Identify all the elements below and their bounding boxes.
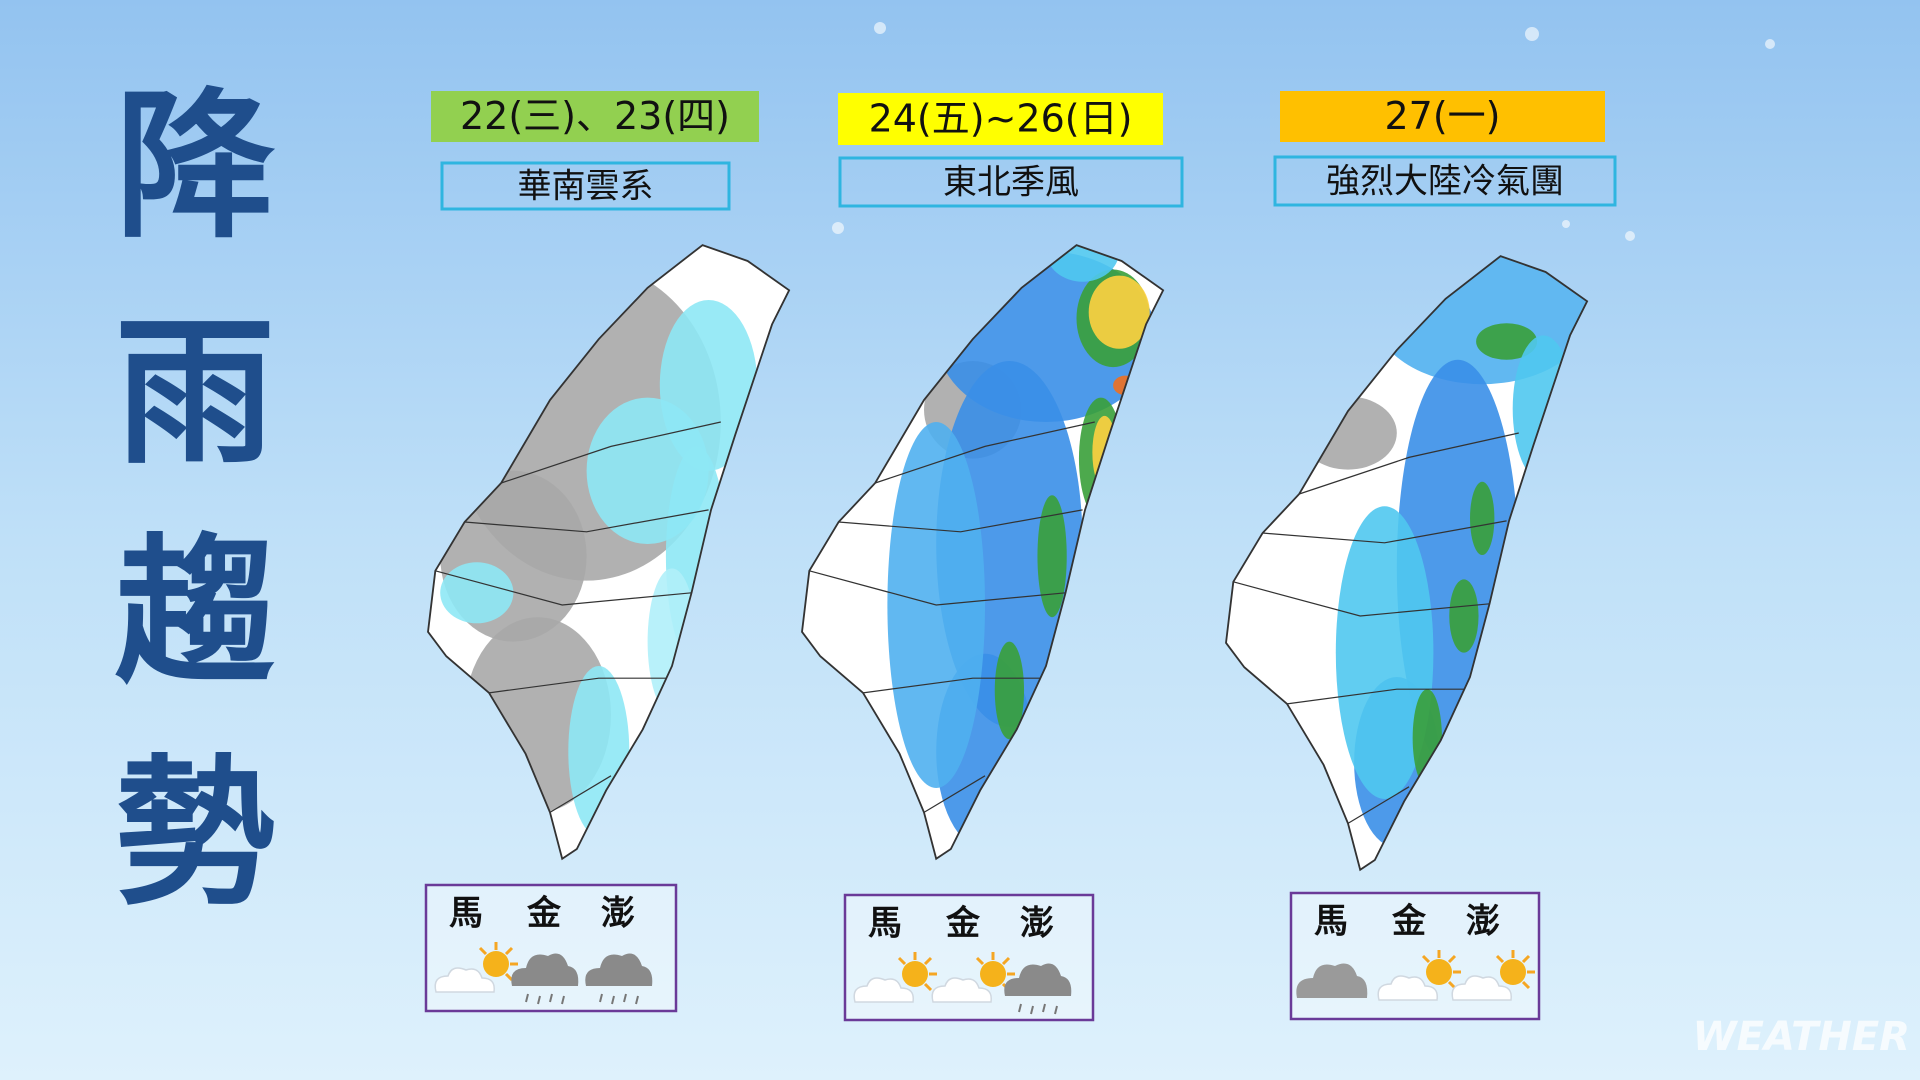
date-label: 24(五)~26(日) [869, 97, 1133, 141]
system-box [440, 161, 731, 211]
island-label: 金 [945, 904, 981, 944]
island-label: 馬 [1314, 902, 1348, 942]
date-label: 22(三)、23(四) [460, 94, 730, 138]
island-label: 金 [1391, 902, 1427, 942]
rain-blob [440, 562, 514, 624]
rain-blob [1335, 506, 1434, 799]
island-label: 馬 [449, 894, 483, 934]
decor-dots [832, 22, 1775, 241]
county-borders [1233, 432, 1519, 824]
system-box [1273, 155, 1617, 207]
date-label: 27(一) [1384, 94, 1500, 138]
island-label: 澎 [1020, 904, 1054, 944]
island-label: 澎 [1466, 902, 1500, 942]
watermark: WEATHER [1693, 1014, 1910, 1060]
island-label: 澎 [601, 894, 635, 934]
title-char: 降 [115, 73, 276, 260]
date-box [838, 93, 1163, 145]
rain-blob [1046, 245, 1120, 282]
system-label: 東北季風 [943, 163, 1079, 203]
date-box [431, 91, 759, 142]
county-borders [809, 421, 1095, 813]
rain-blob [1449, 579, 1479, 653]
system-box [838, 156, 1184, 208]
title-char: 勢 [115, 740, 275, 927]
date-box [1280, 91, 1605, 142]
rain-map [427, 244, 791, 860]
system-label: 強烈大陸冷氣團 [1326, 162, 1564, 202]
title-char: 趨 [115, 519, 275, 706]
rain-blob [1476, 323, 1538, 360]
island-label: 馬 [868, 904, 902, 944]
rain-blob [1470, 481, 1495, 555]
rain-blob [1088, 275, 1150, 349]
county-borders [435, 421, 721, 813]
title-char: 雨 [115, 299, 275, 486]
rain-blob [994, 641, 1025, 740]
rain-area [440, 263, 758, 837]
island-label: 金 [526, 894, 562, 934]
system-label: 華南雲系 [518, 167, 654, 207]
rain-blob [1037, 495, 1067, 618]
forecast-panel: 22(三)、23(四) 華南雲系馬 金澎 [424, 91, 791, 1013]
title: 降 雨 趨 勢 [115, 73, 276, 927]
